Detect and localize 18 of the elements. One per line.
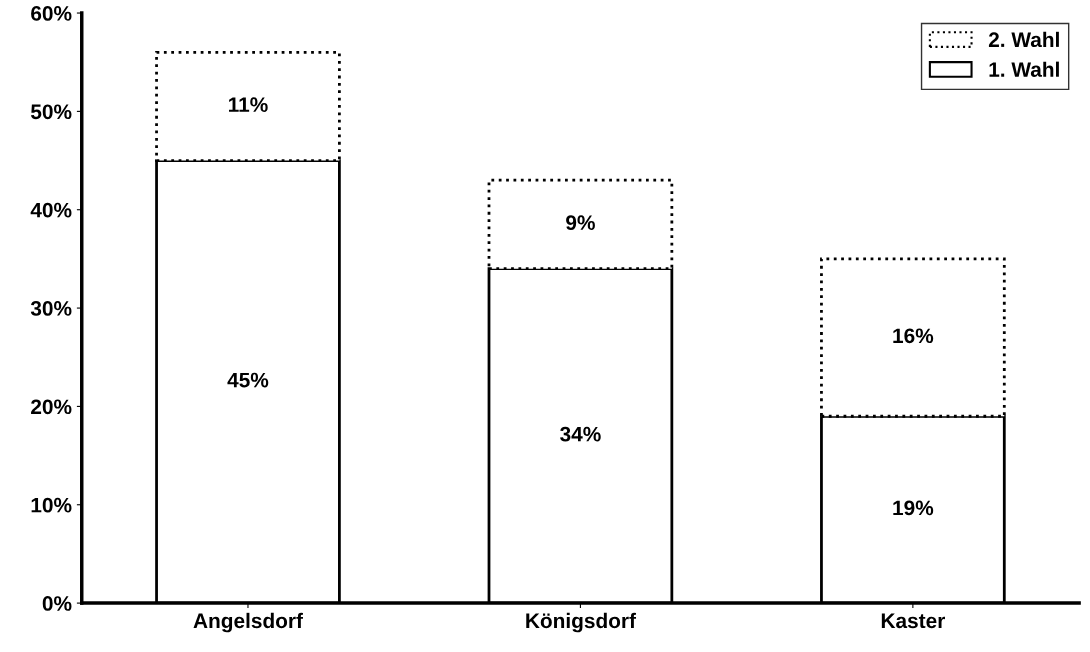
legend-label: 2. Wahl bbox=[988, 31, 1059, 48]
y-tick-label: 30% bbox=[30, 301, 72, 316]
x-tick-label: Angelsdorf bbox=[193, 612, 303, 633]
y-tick-label: 60% bbox=[31, 6, 72, 21]
y-tick-label: 40% bbox=[30, 202, 72, 218]
legend-label: 1. Wahl bbox=[989, 61, 1059, 77]
y-tick-label: 0% bbox=[42, 596, 72, 611]
y-tick-label: 50% bbox=[30, 104, 72, 120]
data-label: 9% bbox=[566, 215, 595, 231]
data-label: 11% bbox=[229, 97, 268, 113]
y-tick-label: 20% bbox=[31, 399, 72, 415]
data-label: 34% bbox=[560, 426, 601, 442]
data-label: 16% bbox=[893, 328, 934, 344]
data-label: 19% bbox=[893, 500, 934, 516]
data-label: 45% bbox=[227, 372, 269, 388]
x-tick-label: Königsdorf bbox=[526, 612, 637, 633]
x-tick-label: Kaster bbox=[881, 613, 945, 629]
y-tick-label: 10% bbox=[31, 497, 72, 513]
